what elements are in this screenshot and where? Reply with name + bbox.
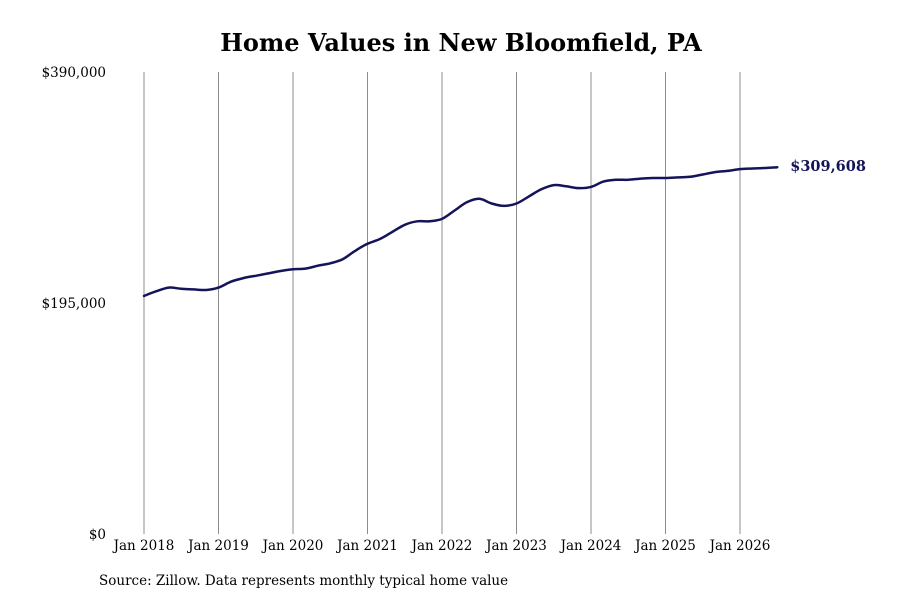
x-tick-label: Jan 2020 (261, 538, 324, 554)
x-tick-label: Jan 2024 (559, 538, 622, 554)
x-tick-label: Jan 2018 (112, 538, 175, 554)
y-tick-label: $195,000 (42, 296, 106, 312)
source-note: Source: Zillow. Data represents monthly … (99, 573, 509, 589)
x-tick-label: Jan 2019 (186, 538, 249, 554)
x-tick-label: Jan 2026 (708, 538, 771, 554)
x-axis-tick-labels: Jan 2018 Jan 2019 Jan 2020 Jan 2021 Jan 2022… (112, 538, 771, 554)
x-tick-label: Jan 2021 (335, 538, 398, 554)
end-value-label: $309,608 (790, 158, 866, 175)
y-tick-label: $390,000 (42, 65, 106, 81)
chart-title: Home Values in New Bloomfield, PA (220, 28, 702, 57)
series-line (142, 165, 779, 298)
gridlines (143, 72, 741, 534)
x-tick-label: Jan 2022 (410, 538, 473, 554)
x-tick-label: Jan 2025 (633, 538, 696, 554)
y-tick-label: $0 (89, 527, 106, 543)
x-tick-label: Jan 2023 (484, 538, 547, 554)
y-axis-tick-labels: $0 $195,000 $390,000 (42, 65, 106, 543)
annotations: $309,608 (790, 158, 866, 175)
series-layer (142, 165, 779, 298)
